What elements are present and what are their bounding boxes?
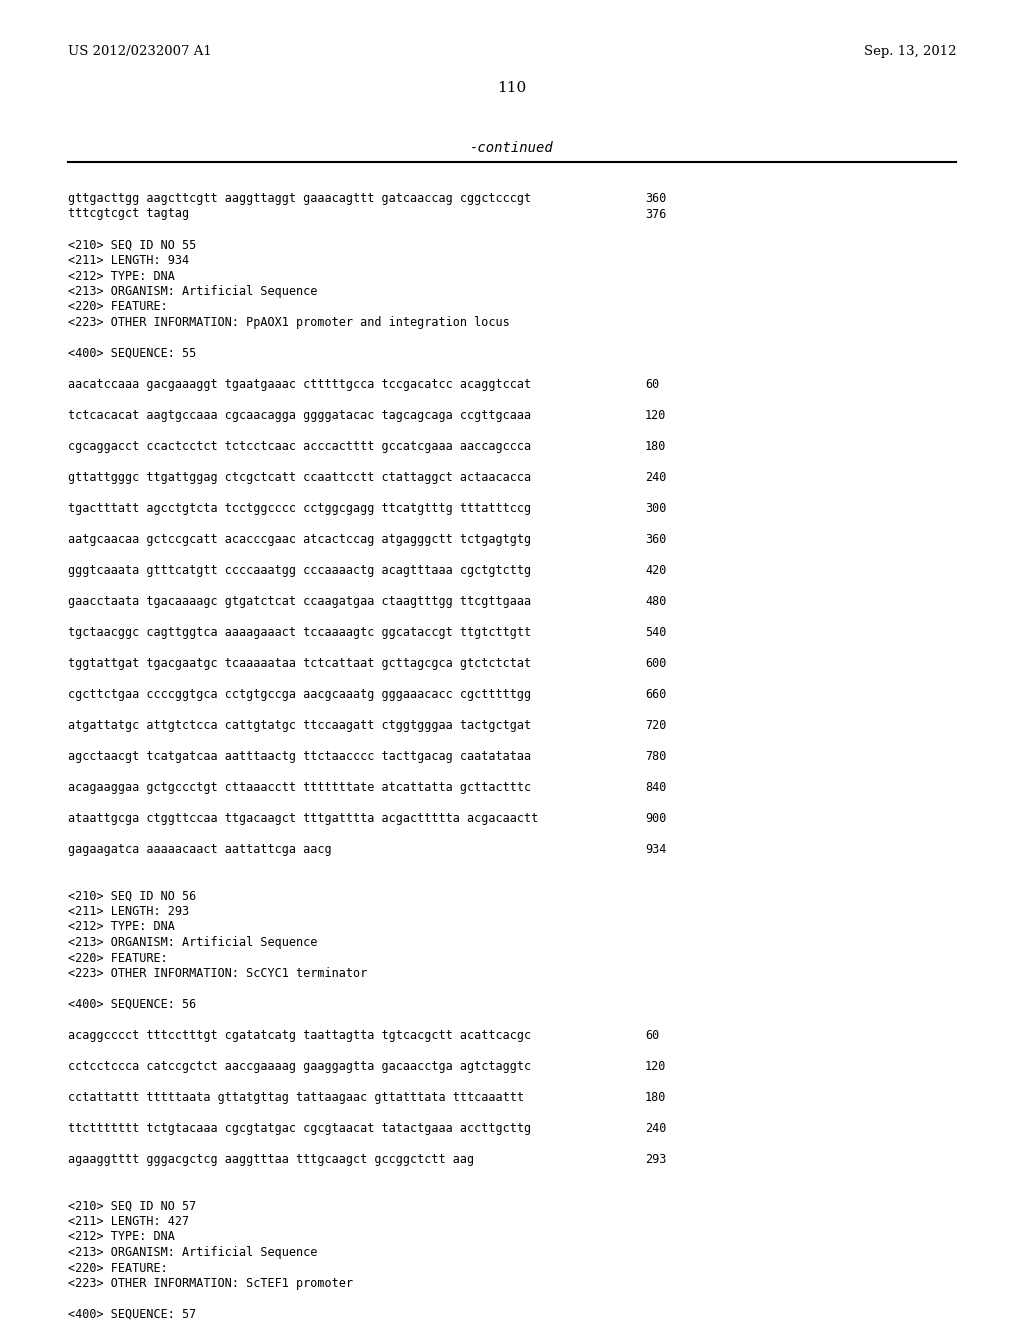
Text: <211> LENGTH: 293: <211> LENGTH: 293 <box>68 906 189 917</box>
Text: 180: 180 <box>645 1092 667 1104</box>
Text: <212> TYPE: DNA: <212> TYPE: DNA <box>68 1230 175 1243</box>
Text: 60: 60 <box>645 378 659 391</box>
Text: Sep. 13, 2012: Sep. 13, 2012 <box>863 45 956 58</box>
Text: cctattattt tttttaata gttatgttag tattaagaac gttatttata tttcaaattt: cctattattt tttttaata gttatgttag tattaaga… <box>68 1092 524 1104</box>
Text: <400> SEQUENCE: 57: <400> SEQUENCE: 57 <box>68 1308 197 1320</box>
Text: <211> LENGTH: 934: <211> LENGTH: 934 <box>68 253 189 267</box>
Text: <220> FEATURE:: <220> FEATURE: <box>68 952 168 965</box>
Text: agaaggtttt gggacgctcg aaggtttaa tttgcaagct gccggctctt aag: agaaggtttt gggacgctcg aaggtttaa tttgcaag… <box>68 1152 474 1166</box>
Text: -continued: -continued <box>470 141 554 154</box>
Text: aatgcaacaa gctccgcatt acacccgaac atcactccag atgagggctt tctgagtgtg: aatgcaacaa gctccgcatt acacccgaac atcactc… <box>68 533 531 546</box>
Text: tggtattgat tgacgaatgc tcaaaaataa tctcattaat gcttagcgca gtctctctat: tggtattgat tgacgaatgc tcaaaaataa tctcatt… <box>68 657 531 671</box>
Text: 293: 293 <box>645 1152 667 1166</box>
Text: 300: 300 <box>645 502 667 515</box>
Text: 840: 840 <box>645 781 667 795</box>
Text: 900: 900 <box>645 812 667 825</box>
Text: gagaagatca aaaaacaact aattattcga aacg: gagaagatca aaaaacaact aattattcga aacg <box>68 843 332 855</box>
Text: gttgacttgg aagcttcgtt aaggttaggt gaaacagttt gatcaaccag cggctcccgt: gttgacttgg aagcttcgtt aaggttaggt gaaacag… <box>68 191 531 205</box>
Text: <223> OTHER INFORMATION: ScCYC1 terminator: <223> OTHER INFORMATION: ScCYC1 terminat… <box>68 968 368 979</box>
Text: cgcaggacct ccactcctct tctcctcaac acccactttt gccatcgaaa aaccagccca: cgcaggacct ccactcctct tctcctcaac acccact… <box>68 440 531 453</box>
Text: <210> SEQ ID NO 56: <210> SEQ ID NO 56 <box>68 890 197 903</box>
Text: tgctaacggc cagttggtca aaaagaaact tccaaaagtc ggcataccgt ttgtcttgtt: tgctaacggc cagttggtca aaaagaaact tccaaaa… <box>68 626 531 639</box>
Text: acagaaggaa gctgccctgt cttaaacctt tttttttate atcattatta gcttactttc: acagaaggaa gctgccctgt cttaaacctt ttttttt… <box>68 781 531 795</box>
Text: <210> SEQ ID NO 55: <210> SEQ ID NO 55 <box>68 239 197 252</box>
Text: <213> ORGANISM: Artificial Sequence: <213> ORGANISM: Artificial Sequence <box>68 936 317 949</box>
Text: 180: 180 <box>645 440 667 453</box>
Text: 780: 780 <box>645 750 667 763</box>
Text: tgactttatt agcctgtcta tcctggcccc cctggcgagg ttcatgtttg tttatttccg: tgactttatt agcctgtcta tcctggcccc cctggcg… <box>68 502 531 515</box>
Text: agcctaacgt tcatgatcaa aatttaactg ttctaacccc tacttgacag caatatataa: agcctaacgt tcatgatcaa aatttaactg ttctaac… <box>68 750 531 763</box>
Text: US 2012/0232007 A1: US 2012/0232007 A1 <box>68 45 212 58</box>
Text: <212> TYPE: DNA: <212> TYPE: DNA <box>68 920 175 933</box>
Text: 420: 420 <box>645 564 667 577</box>
Text: cctcctccca catccgctct aaccgaaaag gaaggagtta gacaacctga agtctaggtc: cctcctccca catccgctct aaccgaaaag gaaggag… <box>68 1060 531 1073</box>
Text: <400> SEQUENCE: 55: <400> SEQUENCE: 55 <box>68 347 197 360</box>
Text: <223> OTHER INFORMATION: PpAOX1 promoter and integration locus: <223> OTHER INFORMATION: PpAOX1 promoter… <box>68 315 510 329</box>
Text: 360: 360 <box>645 191 667 205</box>
Text: <213> ORGANISM: Artificial Sequence: <213> ORGANISM: Artificial Sequence <box>68 1246 317 1259</box>
Text: gttattgggc ttgattggag ctcgctcatt ccaattcctt ctattaggct actaacacca: gttattgggc ttgattggag ctcgctcatt ccaattc… <box>68 471 531 484</box>
Text: ataattgcga ctggttccaa ttgacaagct tttgatttta acgacttttta acgacaactt: ataattgcga ctggttccaa ttgacaagct tttgatt… <box>68 812 539 825</box>
Text: 110: 110 <box>498 81 526 95</box>
Text: 480: 480 <box>645 595 667 609</box>
Text: 360: 360 <box>645 533 667 546</box>
Text: 720: 720 <box>645 719 667 733</box>
Text: tttcgtcgct tagtag: tttcgtcgct tagtag <box>68 207 189 220</box>
Text: 660: 660 <box>645 688 667 701</box>
Text: atgattatgc attgtctcca cattgtatgc ttccaagatt ctggtgggaa tactgctgat: atgattatgc attgtctcca cattgtatgc ttccaag… <box>68 719 531 733</box>
Text: cgcttctgaa ccccggtgca cctgtgccga aacgcaaatg gggaaacacc cgctttttgg: cgcttctgaa ccccggtgca cctgtgccga aacgcaa… <box>68 688 531 701</box>
Text: 600: 600 <box>645 657 667 671</box>
Text: <220> FEATURE:: <220> FEATURE: <box>68 301 168 314</box>
Text: 120: 120 <box>645 1060 667 1073</box>
Text: <400> SEQUENCE: 56: <400> SEQUENCE: 56 <box>68 998 197 1011</box>
Text: <211> LENGTH: 427: <211> LENGTH: 427 <box>68 1214 189 1228</box>
Text: 120: 120 <box>645 409 667 422</box>
Text: 540: 540 <box>645 626 667 639</box>
Text: 60: 60 <box>645 1030 659 1041</box>
Text: 240: 240 <box>645 471 667 484</box>
Text: <213> ORGANISM: Artificial Sequence: <213> ORGANISM: Artificial Sequence <box>68 285 317 298</box>
Text: 376: 376 <box>645 207 667 220</box>
Text: acaggcccct tttcctttgt cgatatcatg taattagtta tgtcacgctt acattcacgc: acaggcccct tttcctttgt cgatatcatg taattag… <box>68 1030 531 1041</box>
Text: <210> SEQ ID NO 57: <210> SEQ ID NO 57 <box>68 1200 197 1213</box>
Text: <220> FEATURE:: <220> FEATURE: <box>68 1262 168 1275</box>
Text: ttcttttttt tctgtacaaa cgcgtatgac cgcgtaacat tatactgaaa accttgcttg: ttcttttttt tctgtacaaa cgcgtatgac cgcgtaa… <box>68 1122 531 1135</box>
Text: gggtcaaata gtttcatgtt ccccaaatgg cccaaaactg acagtttaaa cgctgtcttg: gggtcaaata gtttcatgtt ccccaaatgg cccaaaa… <box>68 564 531 577</box>
Text: tctcacacat aagtgccaaa cgcaacagga ggggatacac tagcagcaga ccgttgcaaa: tctcacacat aagtgccaaa cgcaacagga ggggata… <box>68 409 531 422</box>
Text: 934: 934 <box>645 843 667 855</box>
Text: gaacctaata tgacaaaagc gtgatctcat ccaagatgaa ctaagtttgg ttcgttgaaa: gaacctaata tgacaaaagc gtgatctcat ccaagat… <box>68 595 531 609</box>
Text: <212> TYPE: DNA: <212> TYPE: DNA <box>68 269 175 282</box>
Text: 240: 240 <box>645 1122 667 1135</box>
Text: aacatccaaa gacgaaaggt tgaatgaaac ctttttgcca tccgacatcc acaggtccat: aacatccaaa gacgaaaggt tgaatgaaac ctttttg… <box>68 378 531 391</box>
Text: <223> OTHER INFORMATION: ScTEF1 promoter: <223> OTHER INFORMATION: ScTEF1 promoter <box>68 1276 353 1290</box>
